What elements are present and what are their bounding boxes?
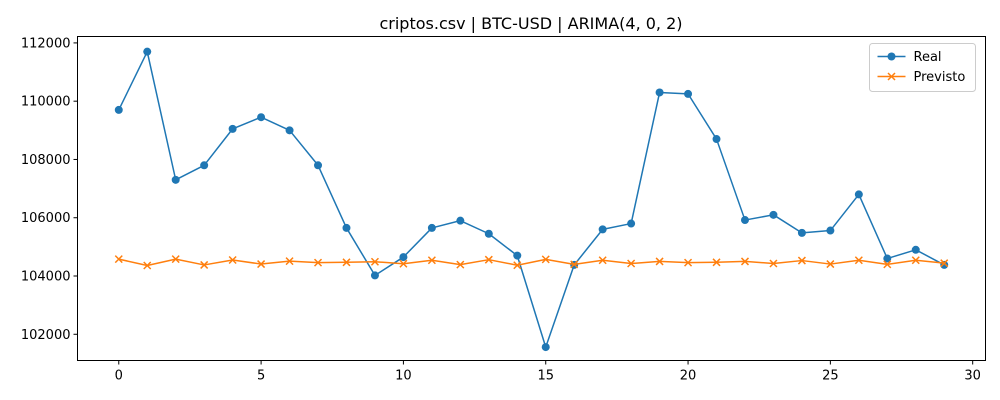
data-point-real [114,105,123,114]
chart-title: criptos.csv | BTC-USD | ARIMA(4, 0, 2) [379,14,682,33]
x-tick-label: 0 [115,369,123,384]
x-tick-label: 25 [822,369,839,384]
data-point-real [826,226,835,235]
y-tick-label: 110000 [21,95,71,110]
data-point-real [740,216,749,225]
data-point-previsto [257,260,266,269]
data-point-real [911,245,920,254]
data-point-previsto [370,257,379,266]
data-point-real [370,271,379,280]
x-tick-label: 15 [537,369,554,384]
y-tick-label: 102000 [21,328,71,343]
y-tick-label: 106000 [21,211,71,226]
data-point-previsto [541,255,550,264]
y-tick-label: 112000 [21,36,71,51]
data-point-previsto [200,260,209,269]
data-point-real [513,251,522,260]
data-point-real [342,223,351,232]
data-point-real [456,216,465,225]
data-point-real [257,113,266,122]
data-point-real [484,229,493,238]
x-tick-label: 20 [680,369,697,384]
legend-marker-real [887,52,896,61]
data-point-previsto [171,255,180,264]
data-point-real [854,190,863,199]
data-point-previsto [513,261,522,270]
data-point-previsto [598,256,607,265]
data-point-real [143,47,152,56]
data-point-previsto [740,257,750,266]
data-point-previsto [342,258,351,267]
data-point-previsto [712,258,721,267]
data-point-previsto [826,260,835,269]
legend-label-real: Real [914,50,942,65]
series-line-previsto [118,258,945,267]
data-point-real [541,343,550,352]
data-point-real [684,89,693,98]
data-point-previsto [114,255,123,264]
data-point-real [200,161,209,170]
x-tick-label: 30 [964,369,981,384]
data-point-real [171,175,180,184]
y-tick-label: 104000 [21,270,71,285]
data-point-previsto [627,259,636,268]
data-point-previsto [684,258,693,267]
series-line-real [118,50,945,348]
legend-label-previsto: Previsto [914,70,966,85]
data-point-real [399,253,408,262]
data-point-previsto [854,256,863,265]
data-point-previsto [655,257,664,266]
data-point-real [712,135,721,144]
data-point-previsto [797,256,806,265]
data-point-real [598,225,607,234]
data-point-real [314,161,323,170]
data-point-previsto [456,260,465,269]
data-point-previsto [940,259,949,268]
legend-box [869,43,976,92]
data-point-real [797,228,806,237]
y-axis: 102000 104000 106000 108000 110000 112000 [21,36,78,343]
legend: Real Previsto [869,43,976,92]
data-point-previsto [883,260,892,269]
x-tick-label: 10 [395,369,412,384]
data-point-previsto [484,255,493,264]
data-point-previsto [427,256,436,265]
data-point-real [285,126,294,135]
axes-frame [77,36,986,361]
data-point-previsto [570,260,579,269]
series-layer [114,47,949,352]
data-point-real [228,124,237,133]
data-point-real [655,88,664,97]
data-point-previsto [313,258,323,267]
data-point-previsto [911,256,920,265]
data-point-previsto [143,261,152,270]
legend-marker-previsto [887,72,896,81]
data-point-previsto [228,255,237,265]
data-point-previsto [769,259,778,268]
data-point-real [427,223,436,232]
data-point-previsto [399,259,408,268]
data-point-real [627,219,636,228]
y-tick-label: 108000 [21,153,71,168]
data-point-real [883,254,892,263]
data-point-previsto [285,257,294,266]
x-axis: 0 5 10 15 20 25 30 [115,360,981,384]
data-point-real [769,210,778,219]
x-tick-label: 5 [257,369,265,384]
